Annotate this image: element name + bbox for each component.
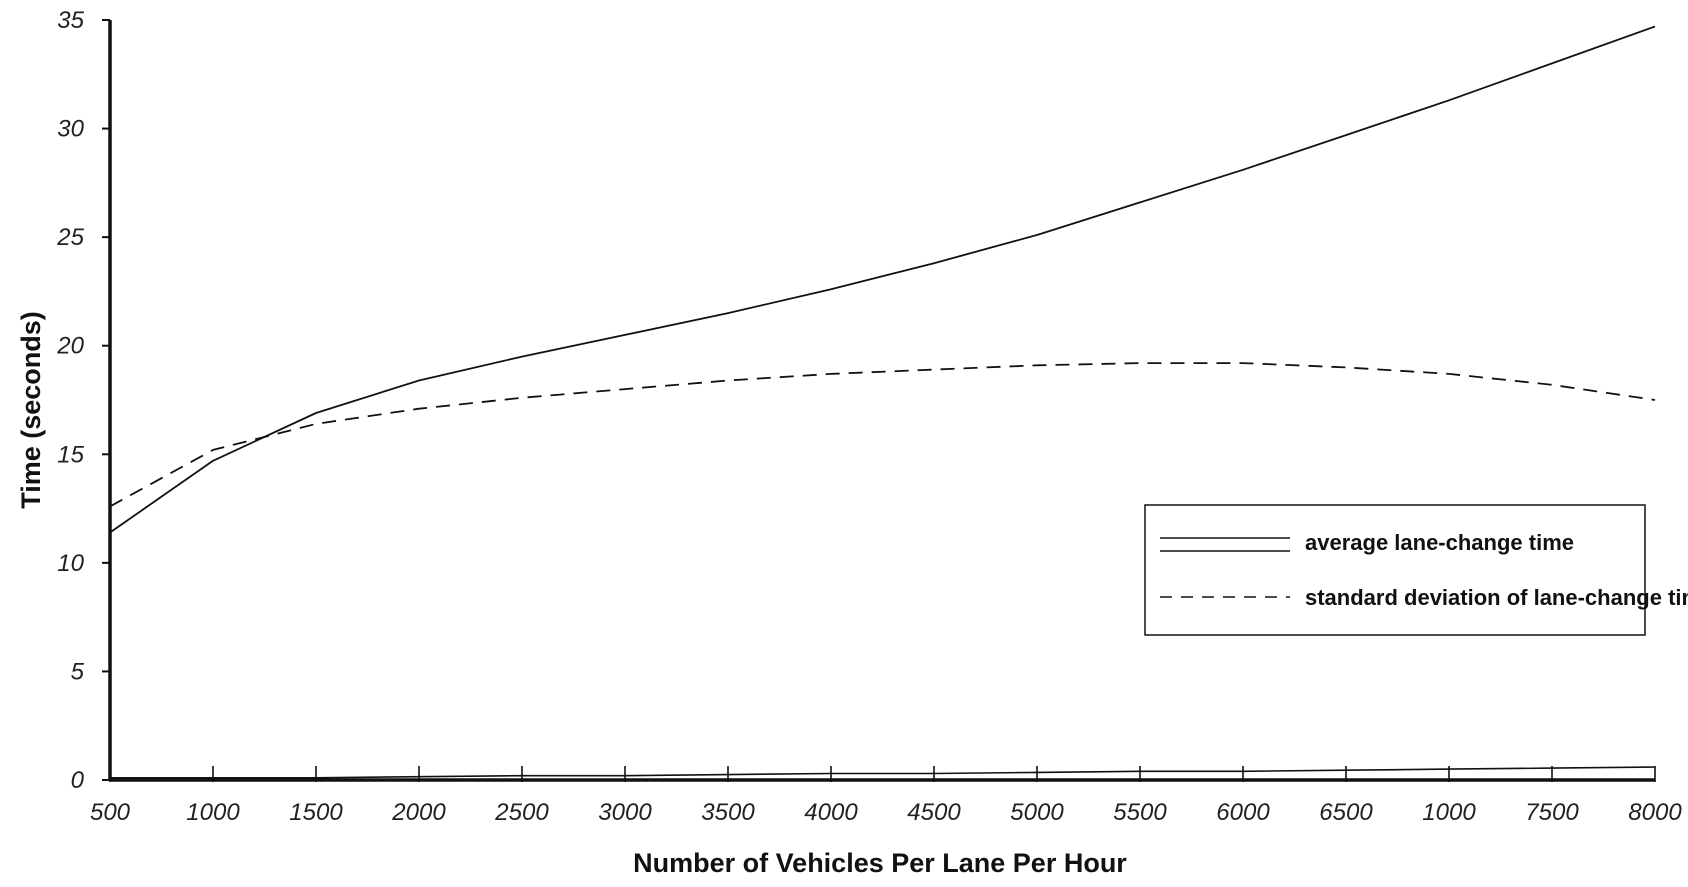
y-tick-label: 35 (57, 7, 84, 34)
y-axis-title: Time (seconds) (16, 311, 46, 509)
x-tick-label: 6500 (1319, 799, 1373, 826)
x-axis-title: Number of Vehicles Per Lane Per Hour (633, 848, 1127, 878)
x-tick-label: 7500 (1525, 799, 1579, 826)
legend: average lane-change time standard deviat… (1144, 504, 1688, 636)
x-tick-label: 1000 (186, 799, 240, 826)
y-tick-label: 0 (71, 767, 85, 794)
legend-box (1144, 504, 1646, 636)
x-tick-label: 1000 (1422, 799, 1476, 826)
x-tick-label: 5500 (1113, 799, 1167, 826)
x-tick-label: 5000 (1010, 799, 1064, 826)
x-tick-label: 2500 (494, 799, 549, 826)
x-axis-ticks: 500 1000 1500 2000 2500 3000 3500 4000 4500 5000 5… (90, 766, 1682, 826)
x-tick-label: 500 (90, 799, 131, 826)
x-tick-label: 6000 (1216, 799, 1270, 826)
x-tick-label: 2000 (391, 799, 446, 826)
x-tick-label: 4500 (907, 799, 961, 826)
y-tick-label: 30 (57, 116, 84, 143)
series-line-average (109, 25, 1656, 534)
legend-label-stddev: standard deviation of lane-change time (1305, 585, 1688, 610)
series-layer (109, 25, 1656, 779)
y-tick-label: 20 (56, 333, 84, 360)
y-tick-label: 10 (57, 550, 84, 577)
x-tick-label: 3500 (701, 799, 755, 826)
y-tick-label: 25 (56, 224, 84, 251)
x-tick-label: 3000 (598, 799, 652, 826)
x-tick-label: 8000 (1628, 799, 1682, 826)
y-axis-ticks: 0 5 10 15 20 25 30 35 (56, 7, 110, 794)
y-tick-label: 15 (57, 441, 84, 468)
axes (108, 20, 1655, 782)
y-tick-label: 5 (71, 658, 85, 685)
series-line-stddev (109, 362, 1656, 508)
series-line-baseline (110, 766, 1656, 779)
x-tick-label: 1500 (289, 799, 343, 826)
x-tick-label: 4000 (804, 799, 858, 826)
legend-label-average: average lane-change time (1305, 530, 1574, 555)
